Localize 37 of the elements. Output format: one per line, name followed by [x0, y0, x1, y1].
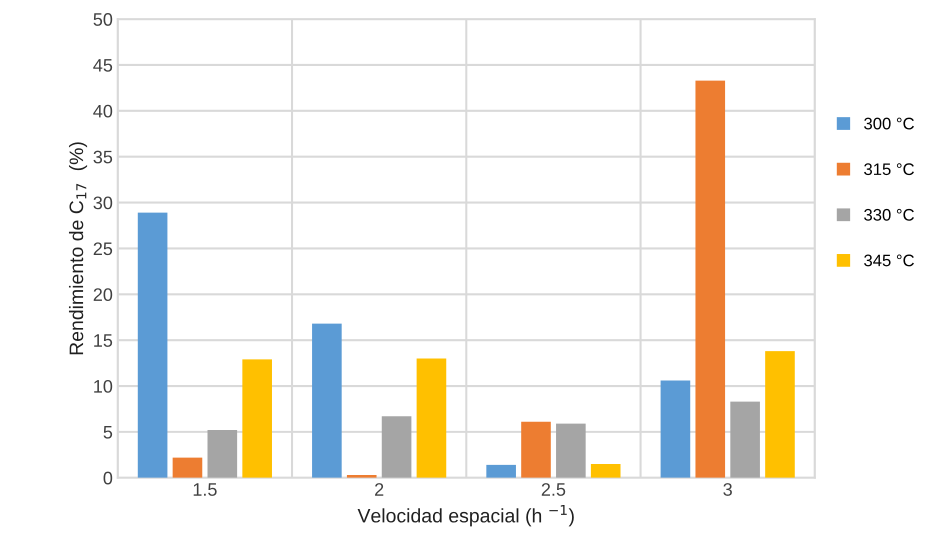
y-tick-label: 10: [94, 380, 112, 393]
y-tick-label: 20: [94, 288, 112, 302]
x-tick-label: 3: [723, 483, 732, 496]
bar: [312, 324, 342, 478]
x-tick-label: 2: [375, 483, 384, 496]
y-axis-title: Rendimiento de C$_{17}$ (%): [68, 142, 88, 354]
bar: [765, 351, 795, 478]
bar: [172, 458, 202, 478]
x-tick-label: 1.5: [194, 483, 217, 496]
bar: [695, 80, 726, 478]
y-tick-label: 30: [93, 196, 112, 210]
legend-label: 300 °C: [864, 118, 914, 130]
x-tick-label: 2.5: [542, 483, 566, 496]
bar: [346, 475, 377, 478]
bar: [521, 422, 551, 478]
bar: [382, 416, 412, 478]
y-tick-label: 0: [104, 472, 112, 484]
bar: [242, 359, 272, 478]
y-tick-label: 40: [93, 104, 112, 118]
bar: [208, 430, 238, 478]
y-tick-label: 15: [94, 334, 112, 347]
y-tick-label: 50: [94, 13, 112, 26]
y-tick-label: 5: [104, 426, 112, 439]
bar: [138, 212, 168, 478]
legend-label: 315 °C: [864, 163, 914, 176]
bar: [556, 424, 586, 478]
bar: [486, 464, 516, 478]
bar: [660, 380, 690, 478]
y-tick-label: 25: [94, 242, 112, 256]
y-tick-label: 35: [93, 150, 112, 164]
legend-label: 330 °C: [864, 208, 914, 221]
bar: [590, 464, 621, 478]
bar: [730, 402, 760, 478]
y-tick-label: 45: [93, 59, 112, 72]
x-axis-title: Velocidad espacial (h $^{−1}$): [358, 505, 574, 526]
bar: [416, 358, 446, 478]
legend-label: 345 °C: [864, 254, 914, 266]
